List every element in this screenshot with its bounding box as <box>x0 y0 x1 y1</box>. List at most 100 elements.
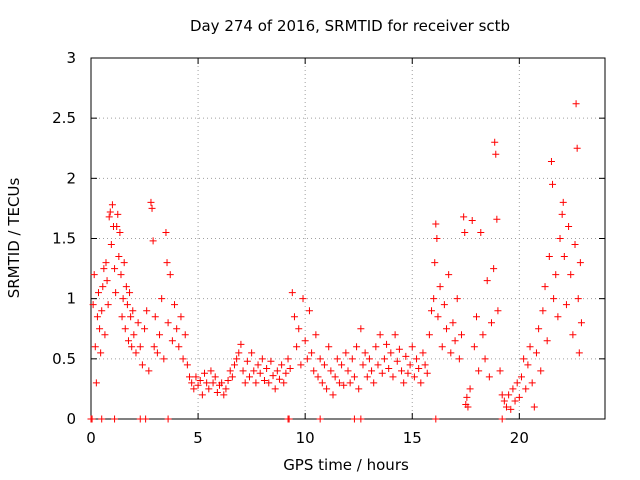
data-point <box>136 343 144 351</box>
data-point <box>151 313 159 321</box>
data-point <box>263 364 271 372</box>
data-point <box>468 216 476 224</box>
data-point <box>239 367 247 375</box>
data-point <box>387 349 395 357</box>
data-point <box>511 397 519 405</box>
data-point <box>192 373 200 381</box>
data-point <box>573 144 581 152</box>
data-point <box>329 391 337 399</box>
data-point <box>198 391 206 399</box>
data-point <box>498 391 506 399</box>
zero-data-point <box>285 415 293 423</box>
data-point <box>554 313 562 321</box>
data-point <box>245 373 253 381</box>
data-point <box>359 361 367 369</box>
data-point <box>286 364 294 372</box>
data-point <box>458 331 466 339</box>
data-point <box>380 355 388 363</box>
data-point <box>97 349 105 357</box>
data-point <box>241 379 249 387</box>
data-point <box>164 319 172 327</box>
x-tick-label: 5 <box>193 429 203 447</box>
data-point <box>539 307 547 315</box>
data-point <box>124 337 132 345</box>
data-point <box>463 393 471 401</box>
data-point <box>483 277 491 285</box>
data-point <box>149 237 157 245</box>
data-point <box>436 283 444 291</box>
data-point <box>368 367 376 375</box>
data-point <box>575 349 583 357</box>
data-point <box>90 271 98 279</box>
data-point <box>550 295 558 303</box>
data-point <box>141 325 149 333</box>
data-point <box>269 372 277 380</box>
data-point <box>273 367 281 375</box>
data-point <box>402 352 410 360</box>
data-point <box>218 379 226 387</box>
data-point <box>275 375 283 383</box>
chart-title: Day 274 of 2016, SRMTID for receiver sct… <box>190 17 510 35</box>
zero-data-point <box>111 415 119 423</box>
data-point <box>338 361 346 369</box>
data-point <box>430 295 438 303</box>
x-tick-label: 15 <box>403 429 422 447</box>
data-point <box>177 313 185 321</box>
data-point <box>374 361 382 369</box>
zero-data-point <box>350 415 358 423</box>
data-point <box>348 355 356 363</box>
data-point <box>572 100 580 108</box>
data-point <box>258 355 266 363</box>
zero-data-point <box>164 415 172 423</box>
data-point <box>449 319 457 327</box>
data-point <box>265 379 273 387</box>
y-tick-label: 3 <box>66 49 76 67</box>
data-point <box>383 340 391 348</box>
data-point <box>556 235 564 242</box>
data-point <box>271 385 279 393</box>
data-point <box>477 228 485 236</box>
data-point <box>119 295 127 303</box>
data-point <box>490 265 498 273</box>
data-point <box>190 385 198 393</box>
data-point <box>117 271 125 279</box>
data-point <box>120 259 128 267</box>
data-point <box>207 367 215 375</box>
data-point <box>453 295 461 303</box>
zero-data-point <box>98 415 106 423</box>
data-point <box>461 228 469 236</box>
data-point <box>128 343 136 351</box>
data-point <box>168 337 176 345</box>
data-point <box>106 208 114 216</box>
data-point <box>145 367 153 375</box>
data-point <box>475 367 483 375</box>
data-point <box>280 379 288 387</box>
data-point <box>532 349 540 357</box>
data-point <box>363 373 371 381</box>
data-point <box>567 271 575 279</box>
zero-data-point <box>316 415 324 423</box>
data-point <box>96 325 104 333</box>
data-point <box>118 313 126 321</box>
y-tick-label: 1 <box>66 290 76 308</box>
data-point <box>410 373 418 381</box>
data-point <box>530 403 538 411</box>
data-point <box>445 271 453 279</box>
data-point <box>130 331 138 339</box>
data-point <box>111 265 119 273</box>
data-point <box>175 343 183 351</box>
data-point <box>406 361 414 369</box>
data-point <box>163 259 171 267</box>
data-point <box>576 259 584 267</box>
data-point <box>138 361 146 369</box>
data-point <box>89 301 97 309</box>
data-point <box>316 355 324 363</box>
data-point <box>500 397 508 405</box>
data-point <box>156 331 164 339</box>
data-point <box>205 385 213 393</box>
data-point <box>378 369 386 377</box>
data-point <box>132 349 140 357</box>
y-tick-label: 0.5 <box>52 350 76 368</box>
data-point <box>421 361 429 369</box>
data-point <box>428 307 436 315</box>
